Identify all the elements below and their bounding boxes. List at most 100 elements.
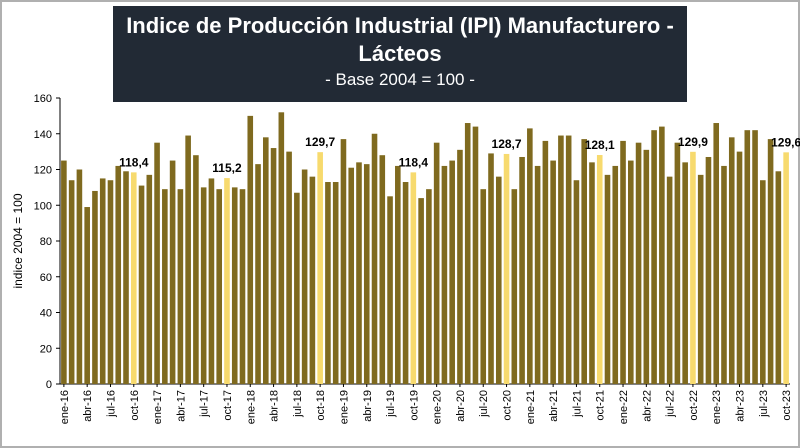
bar-sep-16: [123, 171, 129, 384]
x-tick-label: oct-21: [595, 390, 607, 421]
x-tick-label: oct-23: [781, 390, 793, 421]
bar-sep-20: [495, 176, 502, 384]
data-label-oct-20: 128,7: [492, 137, 522, 151]
bar-jul-19: [387, 196, 393, 384]
bar-sep-22: [682, 162, 688, 384]
bar-abr-19: [363, 164, 370, 384]
bar-ene-18: [247, 115, 254, 384]
y-tick-label: 100: [34, 200, 52, 212]
data-label-oct-21: 128,1: [585, 138, 615, 152]
x-tick-label: jul-17: [199, 390, 211, 418]
bar-ago-17: [208, 178, 215, 384]
x-tick-label: jul-22: [665, 390, 677, 418]
bar-may-17: [185, 135, 191, 384]
y-tick-label: 160: [34, 93, 52, 105]
chart-subtitle: - Base 2004 = 100 -: [325, 70, 475, 89]
bar-may-22: [651, 130, 657, 384]
bar-may-19: [371, 133, 378, 384]
y-axis-title: indice 2004 = 100: [11, 193, 25, 288]
x-tick-label: jul-23: [758, 390, 770, 418]
bar-oct-23: [783, 152, 789, 384]
y-tick-label: 20: [40, 343, 52, 355]
bar-jun-20: [472, 126, 479, 384]
bar-jul-18: [294, 192, 300, 384]
bar-jul-17: [200, 187, 207, 384]
bar-sep-18: [309, 176, 316, 384]
y-tick-label: 60: [40, 272, 52, 284]
bar-mar-18: [263, 137, 269, 384]
x-tick-label: oct-18: [315, 390, 327, 421]
bar-nov-18: [325, 182, 331, 384]
bar-mar-20: [449, 160, 455, 384]
bar-jun-17: [193, 155, 199, 384]
bar-dic-19: [426, 189, 432, 384]
x-tick-label: oct-17: [222, 390, 234, 421]
bar-feb-19: [348, 167, 355, 384]
bar-may-18: [278, 112, 285, 385]
x-tick-label: abr-17: [175, 390, 187, 422]
bar-may-23: [744, 130, 751, 384]
bar-oct-17: [224, 178, 230, 384]
bar-feb-22: [628, 160, 634, 384]
bar-nov-22: [697, 174, 704, 384]
chart-title-box: Indice de Producción Industrial (IPI) Ma…: [113, 6, 687, 102]
bar-mar-17: [169, 160, 176, 384]
bar-oct-18: [317, 152, 323, 384]
data-label-oct-17: 115,2: [212, 161, 242, 175]
bar-ene-20: [433, 142, 440, 384]
bar-feb-17: [162, 189, 168, 384]
bar-ene-17: [154, 142, 160, 384]
bar-dic-21: [612, 165, 619, 384]
bar-feb-20: [441, 165, 448, 384]
data-label-oct-23: 129,6: [771, 135, 800, 149]
bar-feb-21: [534, 165, 541, 384]
bar-nov-19: [418, 198, 424, 384]
bar-ago-21: [581, 139, 587, 384]
bar-jun-16: [99, 178, 106, 384]
y-tick-label: 140: [34, 129, 52, 141]
x-tick-label: ene-18: [245, 390, 257, 424]
bar-ago-23: [767, 139, 774, 384]
x-tick-label: jul-16: [105, 390, 117, 418]
bar-abr-17: [177, 189, 184, 384]
chart-title-line-2: Lácteos: [358, 41, 442, 66]
y-tick-label: 0: [46, 379, 52, 391]
bar-ene-22: [620, 140, 626, 384]
x-tick-label: oct-16: [129, 390, 141, 421]
x-tick-label: abr-21: [548, 390, 560, 422]
x-tick-label: ene-23: [711, 390, 723, 424]
bar-jul-16: [107, 180, 114, 384]
chart-title-line-1: Indice de Producción Industrial (IPI) Ma…: [126, 13, 674, 38]
bar-ago-18: [301, 169, 308, 384]
x-tick-label: abr-23: [735, 390, 747, 422]
x-tick-label: abr-19: [362, 390, 374, 422]
x-tick-label: abr-22: [641, 390, 653, 422]
bar-abr-23: [736, 151, 743, 384]
bar-mar-22: [635, 142, 642, 384]
bar-ene-23: [713, 123, 720, 385]
x-tick-label: jul-20: [478, 390, 490, 418]
bar-abr-18: [270, 148, 277, 384]
x-tick-label: abr-18: [269, 390, 281, 422]
bar-nov-21: [604, 174, 611, 384]
bar-jul-20: [480, 189, 487, 384]
bar-jun-21: [565, 135, 572, 384]
x-tick-label: ene-21: [525, 390, 537, 424]
bar-dic-17: [239, 189, 246, 384]
bar-may-16: [92, 190, 98, 384]
x-tick-label: ene-17: [152, 390, 164, 424]
bar-mar-21: [542, 140, 549, 384]
data-label-oct-18: 129,7: [305, 135, 335, 149]
bar-mar-19: [356, 162, 362, 384]
data-label-oct-16: 118,4: [119, 155, 149, 169]
bar-dic-20: [519, 156, 525, 384]
bar-jul-21: [573, 180, 580, 384]
bar-abr-21: [550, 160, 556, 384]
bar-feb-16: [68, 180, 75, 384]
bar-sep-19: [402, 182, 409, 384]
x-tick-label: ene-22: [618, 390, 630, 424]
y-tick-label: 80: [40, 236, 52, 248]
bar-mar-23: [728, 137, 735, 384]
x-tick-label: oct-22: [688, 390, 700, 421]
